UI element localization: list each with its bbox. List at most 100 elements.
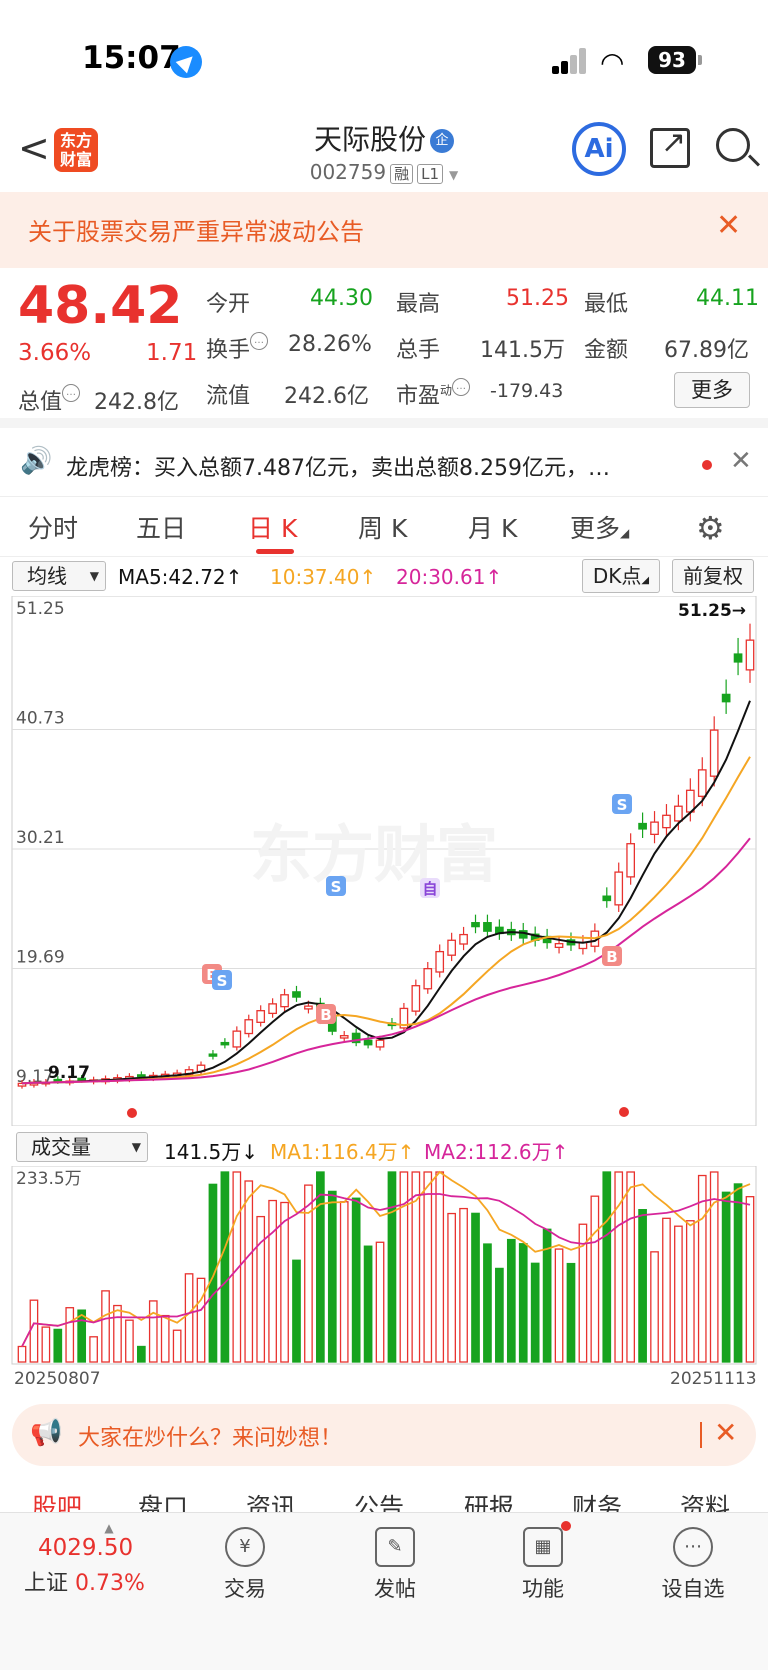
tab-forum[interactable]: 股吧 [32, 1493, 83, 1512]
candle-body [304, 1005, 313, 1010]
announcement-banner[interactable]: 关于股票交易严重异常波动公告 ✕ [0, 192, 768, 268]
unread-dot [702, 460, 712, 470]
tab-intraday[interactable]: 分时 [28, 514, 79, 543]
ai-button[interactable]: Ai [572, 122, 626, 176]
back-icon[interactable]: < [18, 126, 50, 170]
volume-bar [17, 1345, 27, 1363]
divider [700, 1422, 702, 1448]
tab-announcements[interactable]: 公告 [354, 1493, 405, 1512]
candle-body [447, 939, 456, 956]
location-icon [170, 46, 202, 78]
status-bar: 15:07 ◠ 93 [0, 0, 768, 110]
index-name: 上证 [24, 1571, 69, 1596]
volume-chart[interactable]: 233.5万 20250807 20251113 [0, 1166, 768, 1396]
volume-bar [447, 1212, 456, 1363]
info-icon: … [250, 332, 269, 350]
volume-select[interactable]: 成交量 ▼ [16, 1132, 148, 1162]
close-icon[interactable]: ✕ [716, 208, 742, 243]
candle-body [208, 1053, 218, 1057]
tab-order-book[interactable]: 盘口 [138, 1493, 189, 1512]
candle-body [399, 1007, 409, 1029]
indicator-select[interactable]: 均线 ▼ [12, 561, 106, 591]
stock-header: < 东方 财富 天际股份企 002759 融 L1 ▼ Ai [0, 110, 768, 192]
ma5-line [21, 700, 751, 1085]
tab-five-day[interactable]: 五日 [136, 514, 187, 543]
index-ticker[interactable]: ▲ 4029.50 上证 0.73% [24, 1521, 164, 1597]
volume-bar [650, 1251, 659, 1363]
candle-body [351, 1032, 361, 1044]
tab-finance[interactable]: 财务 [572, 1493, 623, 1512]
app-logo: 东方 财富 [54, 128, 98, 172]
announcement-text[interactable]: 关于股票交易严重异常波动公告 [28, 218, 364, 246]
dragon-tiger-banner[interactable]: 🔊 龙虎榜：买入总额7.487亿元，卖出总额8.259亿元，… ✕ [0, 418, 768, 496]
speaker-icon: 🔊 [20, 446, 53, 476]
ask-text[interactable]: 大家在炒什么？来问妙想！ [78, 1426, 343, 1451]
volume-bar [65, 1307, 75, 1363]
volume-bar [626, 1171, 636, 1363]
tab-monthly-k[interactable]: 月 K [468, 514, 518, 543]
volume-bar [495, 1267, 504, 1363]
signal-label: S [331, 878, 342, 896]
candle-body [483, 922, 492, 932]
dropdown-icon[interactable]: ▼ [449, 168, 459, 182]
search-icon[interactable] [716, 128, 750, 162]
dk-point-button[interactable]: DK点◢ [582, 559, 660, 593]
dragon-tiger-text[interactable]: 龙虎榜：买入总额7.487亿元，卖出总额8.259亿元，… [66, 456, 610, 481]
low-marker: 9.17 [48, 1063, 90, 1083]
volume-bar [244, 1180, 254, 1363]
share-icon[interactable] [650, 125, 690, 168]
volume-bar [471, 1212, 480, 1363]
margin-tag: 融 [390, 164, 414, 184]
open-label: 今开 [206, 292, 251, 317]
status-time: 15:07 [82, 40, 181, 76]
y-tick-label: 30.21 [16, 828, 65, 848]
close-icon[interactable]: ✕ [714, 1416, 738, 1449]
tab-research[interactable]: 研报 [464, 1493, 515, 1512]
more-icon: ⋯ [673, 1527, 713, 1567]
vol-ma1: MA1:116.4万↑ [270, 1140, 415, 1164]
volume-bar [220, 1171, 230, 1363]
volume-bar [292, 1259, 301, 1363]
tab-profile[interactable]: 资料 [680, 1493, 731, 1512]
volume-bar [101, 1290, 110, 1363]
high-label: 最高 [396, 292, 441, 317]
signal-label: B [606, 948, 617, 966]
stock-name[interactable]: 天际股份 [313, 123, 426, 156]
ma20-line [21, 837, 751, 1085]
x-end-label: 20251113 [670, 1369, 757, 1389]
stock-code: 002759 [309, 160, 387, 184]
candle-body [232, 1030, 242, 1048]
candle-body [375, 1039, 385, 1048]
nav-post[interactable]: ✎ 发帖 [340, 1527, 450, 1603]
tab-weekly-k[interactable]: 周 K [358, 514, 408, 543]
adjust-button[interactable]: 前复权 [672, 559, 754, 593]
tab-news[interactable]: 资讯 [246, 1493, 297, 1512]
tab-more[interactable]: 更多◢ [570, 514, 630, 543]
candle-body [411, 985, 421, 1012]
signal-badge [612, 794, 632, 814]
ask-banner[interactable]: 📢 大家在炒什么？来问妙想！ ✕ [12, 1404, 756, 1466]
more-button[interactable]: 更多 [674, 372, 750, 408]
nav-functions[interactable]: ▦ 功能 [488, 1521, 598, 1603]
period-tabs: 分时 五日 日 K 周 K 月 K 更多◢ ⚙ [0, 496, 768, 556]
high-value: 51.25 [506, 286, 569, 311]
candle-body [745, 639, 755, 671]
signal-label: S [617, 796, 628, 814]
volume-bar [113, 1304, 122, 1363]
nav-add-watchlist[interactable]: ⋯ 设自选 [638, 1527, 748, 1603]
volume-bar [423, 1171, 433, 1363]
volume-max-label: 233.5万 [16, 1169, 82, 1189]
y-tick-label: 51.25 [16, 599, 65, 619]
tab-daily-k[interactable]: 日 K [248, 514, 298, 543]
volume-bar [172, 1329, 182, 1363]
vol-ma1-line [21, 1170, 751, 1347]
close-icon[interactable]: ✕ [730, 446, 752, 476]
nav-trade[interactable]: ¥ 交易 [190, 1527, 300, 1603]
amount-value: 67.89亿 [664, 338, 749, 363]
level-tag: L1 [417, 164, 444, 184]
candle-body [733, 653, 743, 663]
volume-bar [590, 1195, 600, 1363]
gear-icon[interactable]: ⚙ [696, 509, 725, 547]
index-percent: 0.73% [75, 1571, 145, 1596]
